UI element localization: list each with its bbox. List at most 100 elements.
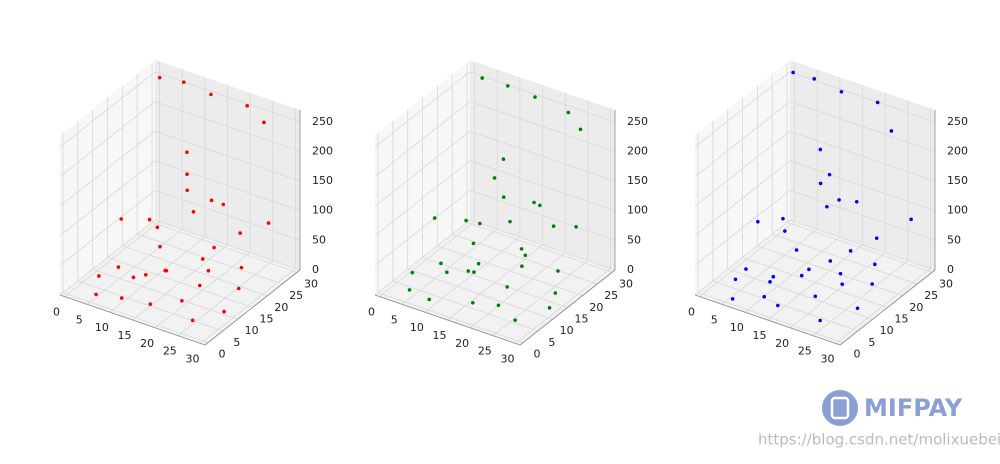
grid-line — [694, 71, 791, 148]
point — [427, 297, 432, 302]
x-tick-label: 10 — [730, 321, 744, 334]
point — [566, 110, 571, 115]
x-tick-label: 0 — [53, 306, 60, 319]
y-tick-label: 5 — [868, 336, 875, 349]
point — [147, 217, 152, 222]
z-tick-label: 150 — [312, 174, 333, 187]
grid-line — [374, 160, 471, 237]
point — [445, 270, 449, 275]
y-tick-label: 20 — [589, 301, 603, 314]
x-tick-label: 5 — [391, 313, 398, 326]
point — [813, 294, 818, 299]
point — [185, 188, 189, 193]
point — [209, 198, 214, 203]
z-tick-label: 150 — [627, 174, 648, 187]
grid-line — [154, 101, 301, 152]
y-tick-label: 5 — [548, 336, 555, 349]
point — [492, 176, 497, 180]
point — [807, 267, 811, 272]
z-tick-label: 100 — [312, 204, 333, 217]
point — [547, 306, 552, 310]
x-tick-label: 30 — [500, 352, 514, 365]
grid-line — [437, 245, 583, 297]
point — [840, 282, 844, 286]
point — [519, 247, 524, 251]
x-tick-label: 10 — [95, 321, 109, 334]
point — [466, 269, 471, 273]
grid-line — [694, 101, 791, 177]
point — [501, 157, 506, 161]
point — [791, 70, 795, 75]
logo-icon — [822, 390, 858, 426]
x-tick-label: 20 — [140, 337, 154, 350]
point — [155, 225, 160, 230]
grid-line — [154, 219, 301, 271]
z-tick-label: 50 — [627, 233, 641, 246]
point — [185, 172, 189, 177]
grid-line — [59, 101, 156, 177]
grid-line — [469, 71, 616, 123]
point — [148, 302, 153, 306]
point — [762, 294, 767, 299]
point — [163, 268, 167, 273]
x-tick-label: 30 — [185, 352, 199, 365]
z-tick-label: 0 — [947, 263, 954, 276]
point — [776, 303, 780, 308]
url-text: https://blog.csdn.net/molixuebeibi — [758, 431, 1000, 449]
grid-line — [374, 130, 471, 207]
point — [909, 217, 913, 222]
grid-line — [92, 268, 238, 320]
x-tick-label: 15 — [118, 329, 132, 342]
grid-line — [469, 160, 616, 212]
grid-line — [757, 245, 903, 297]
point — [744, 267, 748, 271]
z-tick-label: 250 — [627, 115, 648, 128]
grid-line — [137, 233, 283, 285]
grid-line — [422, 257, 568, 308]
axis-edge — [374, 294, 521, 346]
grid-line — [789, 189, 936, 241]
grid-line — [789, 101, 936, 152]
point — [825, 204, 829, 209]
point — [471, 241, 476, 246]
grid-line — [727, 268, 873, 320]
grid-line — [154, 189, 301, 241]
logo-text: MIFPAY — [864, 394, 963, 422]
grid-line — [122, 245, 268, 297]
z-tick-label: 250 — [312, 115, 333, 128]
point — [574, 225, 578, 229]
x-tick-label: 5 — [76, 313, 83, 326]
grid-line — [374, 190, 471, 266]
point — [551, 224, 556, 229]
grid-line — [469, 189, 616, 241]
grid-line — [694, 160, 791, 237]
grid-line — [151, 221, 298, 273]
axis-edge — [204, 269, 301, 346]
point — [578, 127, 583, 132]
point — [730, 297, 735, 301]
point — [158, 244, 162, 249]
point — [875, 100, 880, 105]
grid-line — [59, 130, 156, 207]
point — [496, 303, 501, 308]
x-tick-label: 20 — [775, 337, 789, 350]
y-tick-label: 10 — [880, 324, 894, 337]
axis-edge — [519, 269, 616, 346]
grid-line — [374, 101, 471, 177]
point — [464, 218, 468, 223]
grid-line — [789, 160, 936, 212]
y-tick-label: 30 — [304, 277, 318, 290]
point — [143, 272, 148, 277]
point — [212, 245, 216, 250]
axis-edge — [694, 294, 841, 346]
point — [190, 318, 195, 323]
y-tick-label: 5 — [233, 336, 240, 349]
z-tick-label: 0 — [312, 263, 319, 276]
point — [501, 195, 506, 199]
point — [756, 219, 760, 224]
point — [818, 318, 822, 323]
x-tick-label: 30 — [820, 352, 834, 365]
y-tick-label: 0 — [533, 348, 540, 361]
axis-edge — [59, 294, 206, 346]
y-tick-label: 15 — [575, 313, 589, 326]
